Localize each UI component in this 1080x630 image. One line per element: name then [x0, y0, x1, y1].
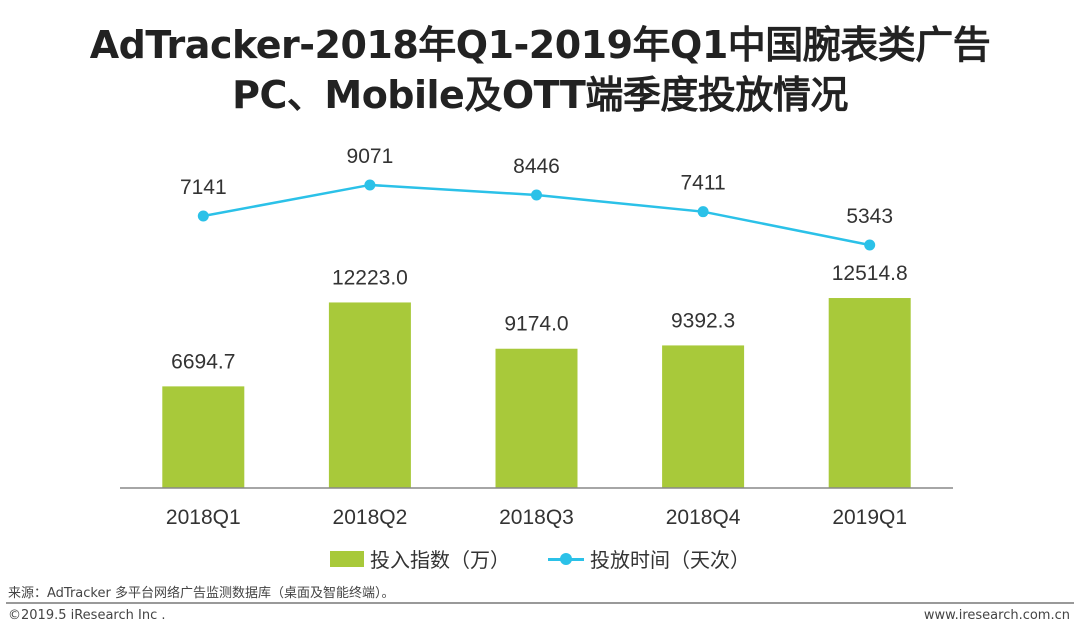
- legend-bar-swatch: [330, 550, 364, 567]
- source-note: 来源：AdTracker 多平台网络广告监测数据库（桌面及智能终端）。: [8, 586, 395, 601]
- bar-2018Q3: [495, 348, 578, 488]
- bar-value-label: 6694.7: [171, 350, 235, 373]
- bar-2018Q2: [328, 302, 411, 488]
- website: www.iresearch.com.cn: [923, 608, 1070, 623]
- line-value-label: 7411: [681, 172, 726, 195]
- x-tick-label: 2018Q3: [499, 506, 574, 529]
- line-value-label: 7141: [180, 176, 227, 199]
- bar-value-label: 9174.0: [504, 313, 568, 336]
- bar-2019Q1: [828, 298, 911, 488]
- line-value-label: 8446: [513, 155, 560, 178]
- legend-line-label: 投放时间（天次）: [590, 548, 750, 572]
- line-value-label: 9071: [347, 145, 394, 168]
- chart-subtitle: PC、Mobile及OTT端季度投放情况: [232, 73, 848, 117]
- copyright: ©2019.5 iResearch Inc .: [8, 608, 166, 623]
- legend-item-bar: 投入指数（万）: [330, 544, 510, 573]
- line-point-2018Q2: [364, 179, 376, 191]
- bar-2018Q1: [162, 386, 245, 488]
- legend: 投入指数（万） 投放时间（天次）: [0, 544, 1080, 573]
- line-point-2018Q4: [697, 206, 709, 218]
- legend-line-swatch: [548, 551, 584, 567]
- x-tick-label: 2018Q4: [666, 506, 741, 529]
- legend-item-line: 投放时间（天次）: [548, 544, 750, 573]
- line-point-2018Q3: [531, 189, 542, 201]
- x-tick-label: 2018Q1: [166, 506, 241, 529]
- bar-value-label: 12223.0: [332, 266, 408, 289]
- x-tick-label: 2018Q2: [333, 506, 408, 529]
- bar-value-label: 12514.8: [832, 262, 908, 285]
- line-value-label: 5343: [846, 205, 893, 228]
- bar-2018Q4: [662, 345, 745, 488]
- x-tick-label: 2019Q1: [832, 506, 907, 529]
- footer-divider: [6, 602, 1074, 604]
- chart-title: AdTracker-2018年Q1-2019年Q1中国腕表类广告: [89, 23, 991, 67]
- line-point-2018Q1: [197, 210, 209, 222]
- legend-bar-label: 投入指数（万）: [370, 548, 510, 572]
- line-point-2019Q1: [864, 239, 876, 251]
- bar-value-label: 9392.3: [671, 309, 735, 332]
